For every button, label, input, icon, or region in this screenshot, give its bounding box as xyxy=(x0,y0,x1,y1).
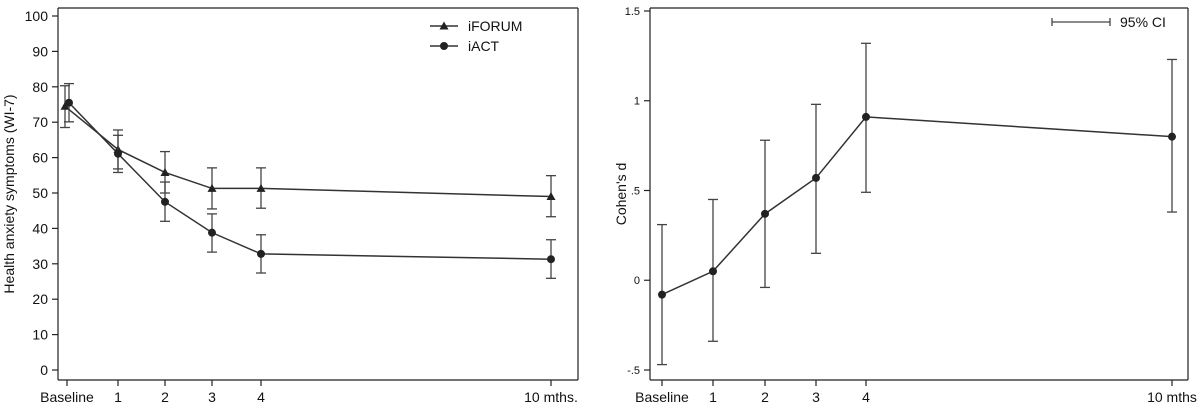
data-point-circle xyxy=(114,149,122,158)
y-tick-label: 1 xyxy=(634,96,640,108)
legend-label: iFORUM xyxy=(468,18,522,34)
data-point-circle xyxy=(812,173,820,182)
y-axis-label: Cohen's d xyxy=(613,163,629,226)
x-tick-label: 2 xyxy=(761,389,769,405)
series-line-effect-size xyxy=(661,116,1173,296)
x-tick-label: 3 xyxy=(812,389,820,405)
data-point-circle xyxy=(547,255,555,264)
data-point-triangle xyxy=(546,192,556,201)
y-axis-label: Health anxiety symptoms (WI-7) xyxy=(1,94,17,293)
right-chart-panel: -.5 0 .5 1 1.5 Baseline 1 2 3 4 10 mths Cohen's d 95… xyxy=(613,6,1197,405)
y-tick-label: 10 xyxy=(32,327,48,343)
y-tick-label: 60 xyxy=(32,150,48,166)
y-tick-label: 30 xyxy=(32,256,48,272)
legend-marker-triangle xyxy=(439,21,449,30)
y-tick-label: 0 xyxy=(40,362,48,378)
legend-label: 95% CI xyxy=(1120,14,1166,30)
data-point-triangle xyxy=(207,183,217,192)
data-point-circle xyxy=(761,209,769,218)
data-point-triangle xyxy=(60,101,70,110)
series-line-iforum xyxy=(64,105,552,198)
y-tick-label: -.5 xyxy=(627,365,640,377)
x-tick-label: 4 xyxy=(862,389,870,405)
data-point-circle xyxy=(658,290,666,299)
left-chart-panel: 0 10 20 30 40 50 60 70 80 90 100 Baseline 1 2 3 4 10 mth… xyxy=(1,7,579,405)
x-tick-label: 10 mths. xyxy=(524,389,578,405)
x-tick-label: Baseline xyxy=(635,389,689,405)
y-tick-label: 0 xyxy=(634,275,640,287)
x-tick-label: 2 xyxy=(161,389,169,405)
y-tick-label: 40 xyxy=(32,220,48,236)
x-tick-label: 10 mths xyxy=(1147,389,1197,405)
x-tick-label: 3 xyxy=(208,389,216,405)
x-tick-label: Baseline xyxy=(40,389,94,405)
y-tick-label: 70 xyxy=(32,114,48,130)
data-point-circle xyxy=(862,112,870,121)
legend-label: iACT xyxy=(468,38,500,54)
y-tick-label: 100 xyxy=(25,8,49,24)
data-point-circle xyxy=(161,197,169,206)
y-tick-label: 80 xyxy=(32,79,48,95)
legend-marker-circle xyxy=(440,42,448,50)
data-point-circle xyxy=(257,249,265,258)
data-point-circle xyxy=(709,267,717,276)
x-tick-label: 1 xyxy=(709,389,717,405)
y-tick-label: .5 xyxy=(631,185,640,197)
data-point-circle xyxy=(208,228,216,237)
series-line-iact xyxy=(68,102,552,260)
y-tick-label: 50 xyxy=(32,185,48,201)
x-tick-label: 4 xyxy=(257,389,265,405)
data-point-triangle xyxy=(256,183,266,192)
y-tick-label: 20 xyxy=(32,291,48,307)
y-tick-label: 1.5 xyxy=(625,6,640,18)
data-point-circle xyxy=(65,98,73,107)
x-tick-label: 1 xyxy=(114,389,122,405)
y-tick-label: 90 xyxy=(32,43,48,59)
data-point-triangle xyxy=(160,167,170,176)
data-point-circle xyxy=(1168,132,1176,141)
